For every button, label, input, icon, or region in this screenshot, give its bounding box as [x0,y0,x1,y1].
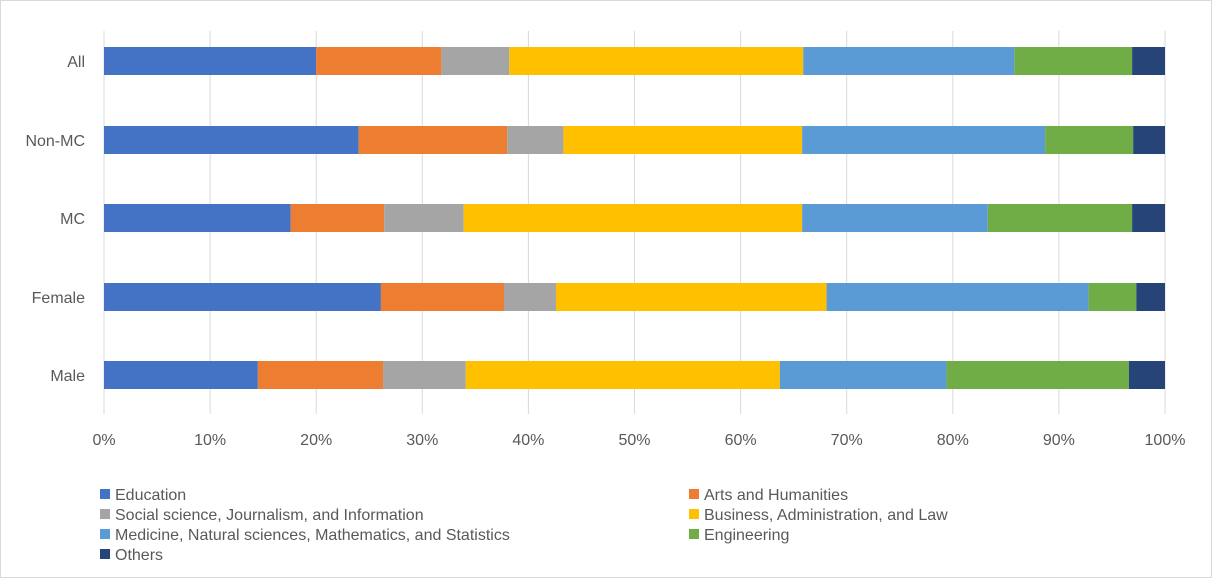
legend-label: Social science, Journalism, and Informat… [115,507,424,524]
bar-segment [380,283,504,311]
bar-segment [555,283,827,311]
bar-segment [802,126,1046,154]
bar-segment [104,361,258,389]
legend-label: Education [115,487,186,504]
x-tick-label: 80% [937,432,969,449]
legend-swatch [689,489,699,499]
x-tick-label: 100% [1145,432,1186,449]
bar-segment [1132,204,1165,232]
legend-swatch [100,509,110,519]
x-tick-label: 20% [300,432,332,449]
legend-swatch [689,509,699,519]
bar-segment [826,283,1089,311]
legend-swatch [689,529,699,539]
bar-segment [509,47,804,75]
x-tick-label: 10% [194,432,226,449]
bar-segment [803,47,1015,75]
bar-segment [563,126,803,154]
bar-segment [503,283,556,311]
bar-segment [1088,283,1137,311]
x-tick-label: 50% [618,432,650,449]
bars [104,47,1165,389]
category-label: MC [60,211,85,228]
bar-segment [1133,126,1165,154]
legend-label: Medicine, Natural sciences, Mathematics,… [115,527,510,544]
bar-segment [1136,283,1165,311]
bar-segment [358,126,508,154]
bar-segment [316,47,442,75]
bar-segment [441,47,510,75]
bar-segment [383,361,466,389]
x-tick-label: 60% [725,432,757,449]
legend-label: Business, Administration, and Law [704,507,948,524]
bar-segment [290,204,385,232]
legend-label: Others [115,547,163,564]
bar-segment [104,126,359,154]
bar-segment [384,204,464,232]
legend-swatch [100,489,110,499]
bar-segment [1128,361,1165,389]
category-label: Male [50,368,85,385]
legend: Education Arts and Humanities Social scien… [100,487,948,564]
bar-segment [463,204,803,232]
bar-segment [987,204,1133,232]
category-label: Female [32,290,85,307]
category-label: Non-MC [25,133,85,150]
bar-segment [802,204,988,232]
bar-segment [1132,47,1165,75]
bar-segment [507,126,564,154]
bar-segment [946,361,1129,389]
x-tick-label: 70% [831,432,863,449]
legend-swatch [100,549,110,559]
bar-segment [104,283,381,311]
x-tick-label: 0% [92,432,115,449]
bar-segment [779,361,947,389]
bar-segment [1045,126,1134,154]
legend-label: Arts and Humanities [704,487,848,504]
x-tick-label: 90% [1043,432,1075,449]
bar-segment [104,204,291,232]
bar-segment [257,361,384,389]
bar-segment [1014,47,1133,75]
legend-swatch [100,529,110,539]
x-tick-label: 30% [406,432,438,449]
bar-segment [465,361,780,389]
x-tick-label: 40% [512,432,544,449]
legend-label: Engineering [704,527,789,544]
x-axis-tick-labels: 0% 10% 20% 30% 40% 50% 60% 70% 80% 90% 100% [92,432,1185,449]
bar-segment [104,47,317,75]
category-label: All [67,54,85,71]
category-labels: All Non-MC MC Female Male [25,54,85,385]
